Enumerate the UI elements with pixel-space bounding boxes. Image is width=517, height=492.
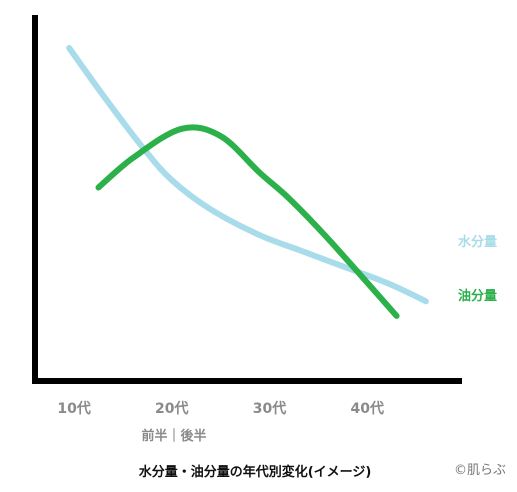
x-tick-layer: 10代 20代 30代 40代 xyxy=(57,400,384,417)
series-layer xyxy=(66,45,429,319)
legend-label-water: 水分量 xyxy=(458,234,497,250)
x-tick-label: 20代 xyxy=(155,400,188,417)
series-line-oil xyxy=(95,124,400,319)
x-tick-label: 10代 xyxy=(57,400,90,417)
series-line-water xyxy=(66,45,429,305)
chart-title: 水分量・油分量の年代別変化(イメージ) xyxy=(139,464,372,480)
x-tick-label: 30代 xyxy=(253,400,286,417)
x-tick-label: 40代 xyxy=(351,400,384,417)
credit-text: ©肌らぶ xyxy=(454,463,506,478)
x-subtitle: 前半｜後半 xyxy=(141,428,206,444)
legend-label-oil: 油分量 xyxy=(458,288,497,304)
